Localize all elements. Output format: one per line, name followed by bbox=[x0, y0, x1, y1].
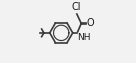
Text: Cl: Cl bbox=[72, 2, 81, 12]
Text: O: O bbox=[87, 18, 94, 28]
Text: NH: NH bbox=[77, 33, 91, 42]
